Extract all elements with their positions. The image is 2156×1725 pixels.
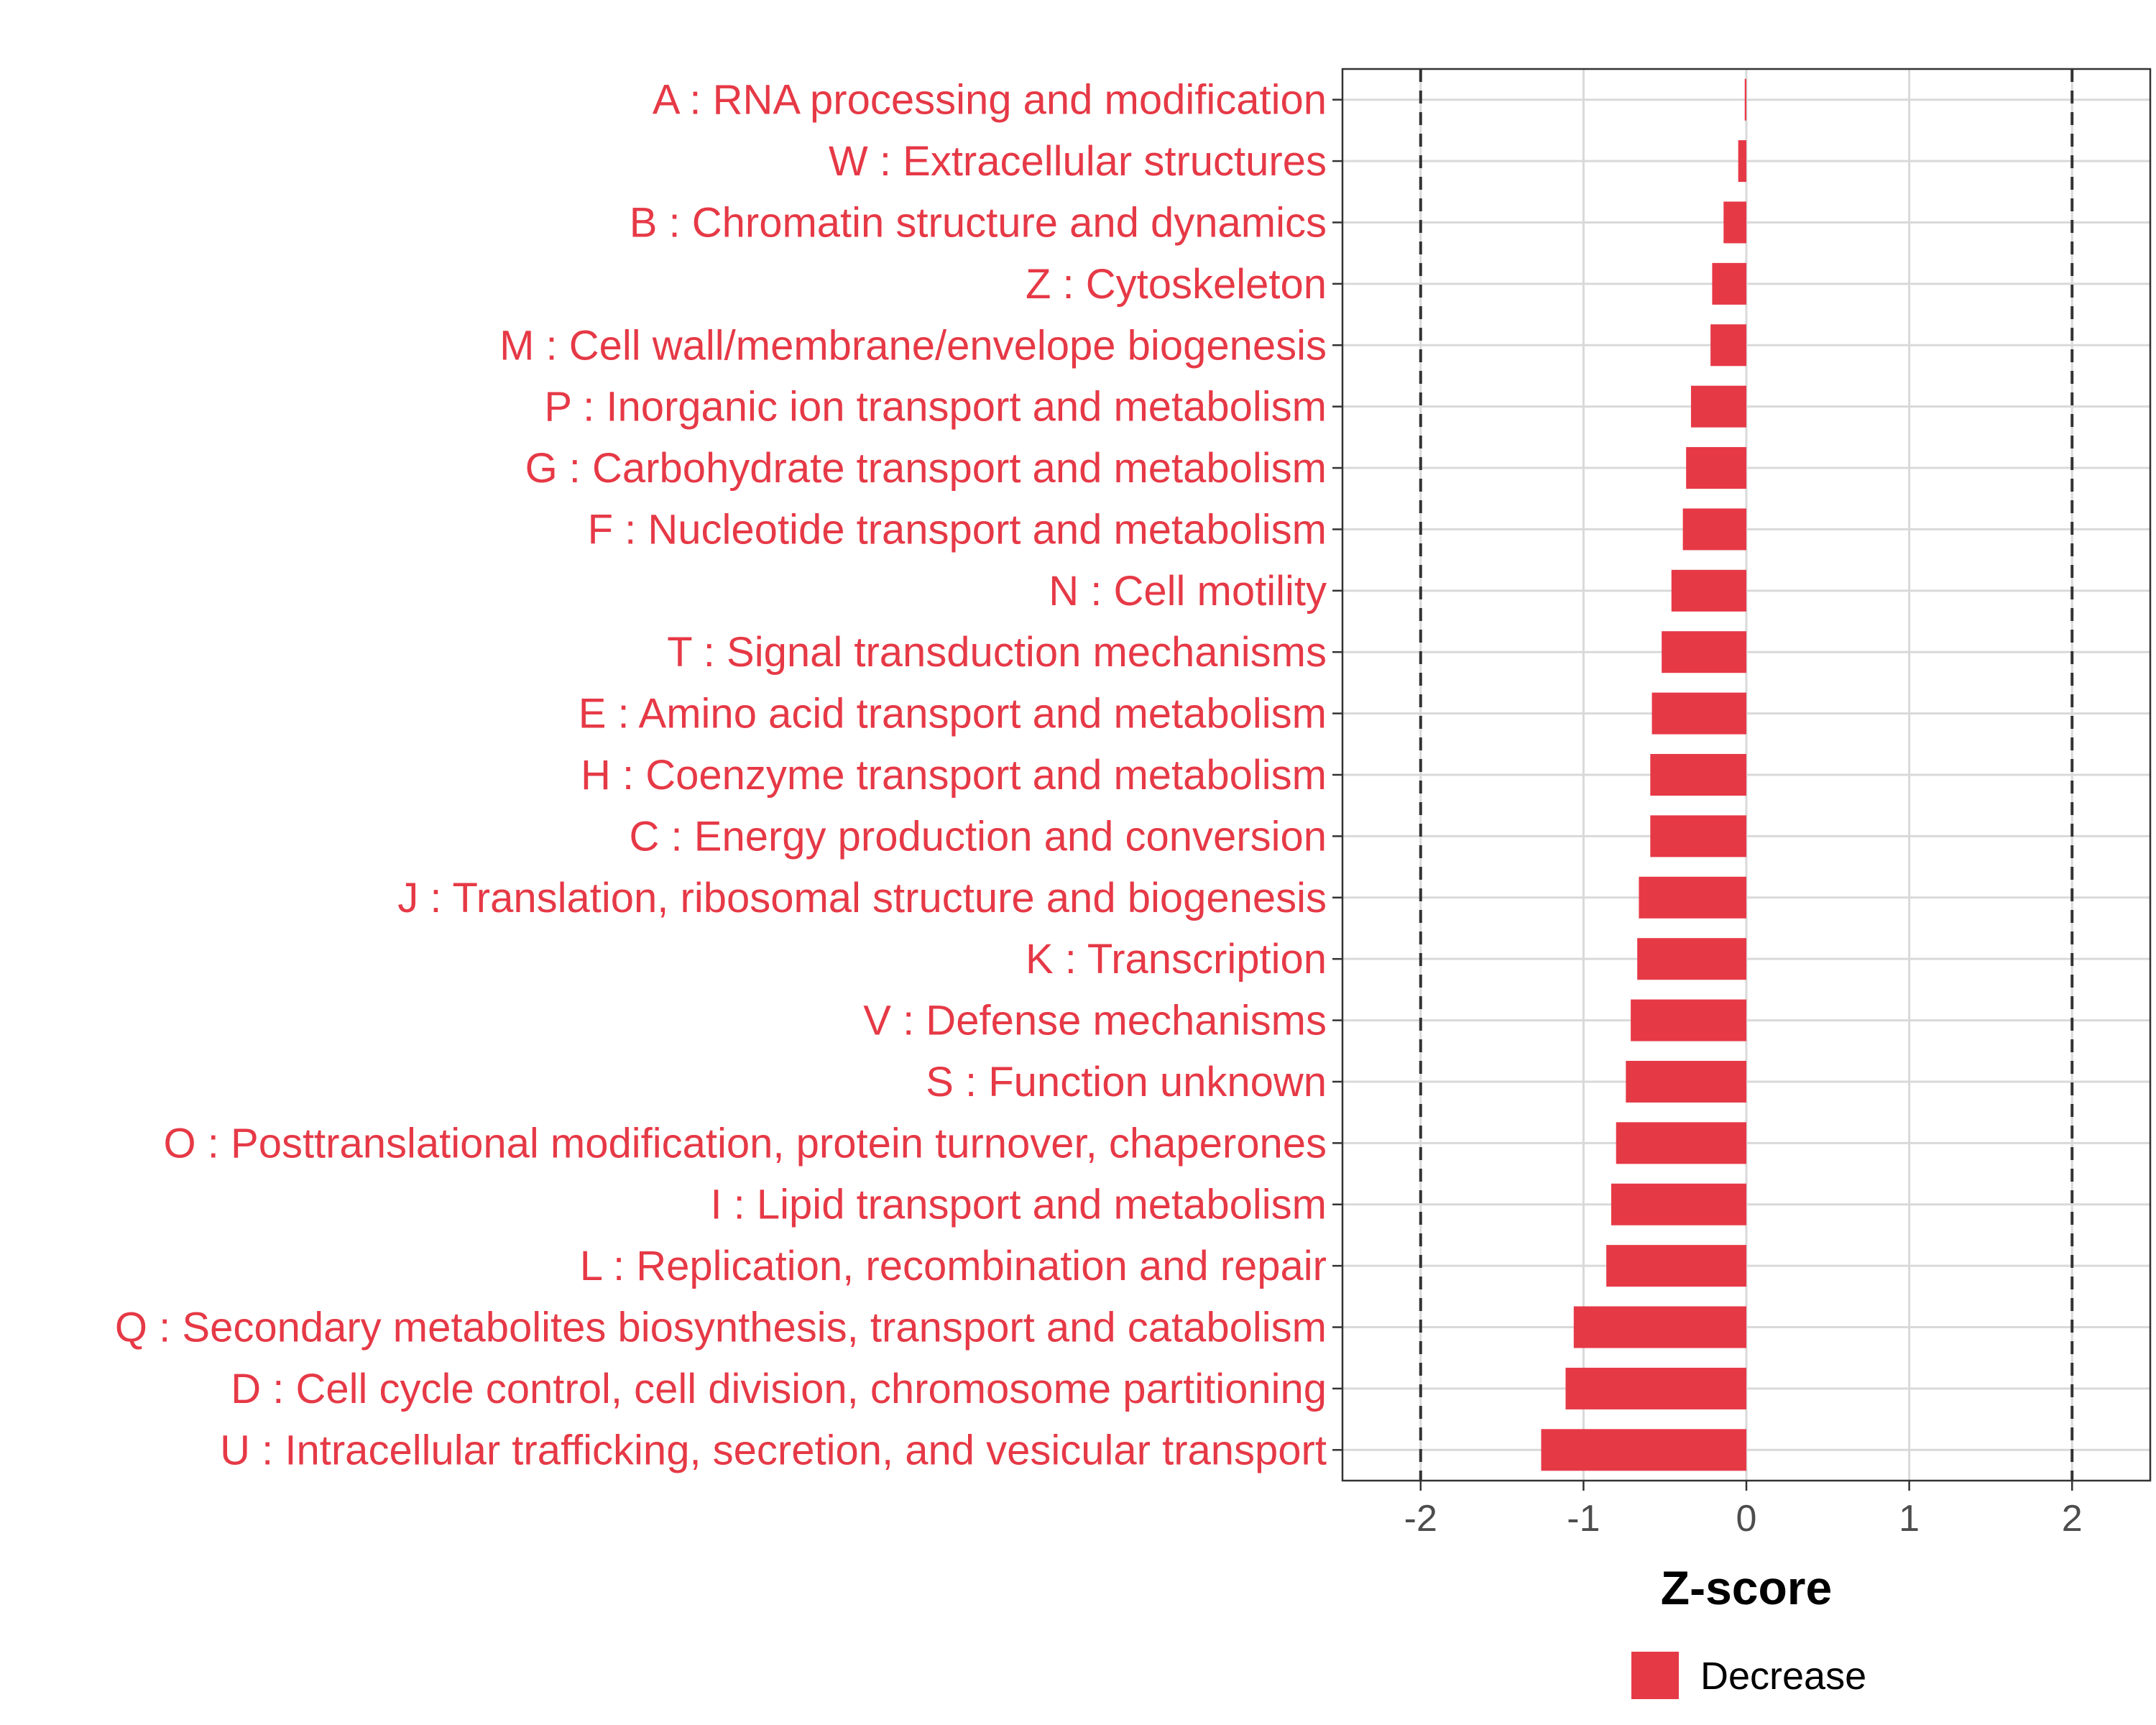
category-label: K : Transcription [1026,936,1327,983]
category-label: E : Amino acid transport and metabolism [579,691,1327,737]
y-axis: A : RNA processing and modification W : E… [115,77,1342,1473]
category-label: Q : Secondary metabolites biosynthesis, … [115,1305,1327,1351]
bar [1631,999,1746,1041]
bar [1712,262,1746,305]
x-axis: -2 -1 0 1 2 [1404,1481,2083,1540]
bar [1565,1367,1746,1409]
bar [1662,631,1746,673]
category-label: F : Nucleotide transport and metabolism [588,506,1327,553]
legend: Decrease [1631,1652,1866,1699]
category-label: C : Energy production and conversion [630,813,1327,860]
bar [1710,324,1746,367]
bar [1690,385,1746,428]
x-tick-label: -1 [1567,1498,1600,1540]
category-label: D : Cell cycle control, cell division, c… [231,1366,1327,1412]
category-label: N : Cell motility [1049,568,1327,615]
bars [1541,78,1746,1471]
category-label: P : Inorganic ion transport and metaboli… [544,384,1327,431]
category-label: T : Signal transduction mechanisms [667,629,1327,676]
x-tick-label: -2 [1404,1498,1437,1540]
legend-swatch-decrease [1631,1652,1679,1699]
bar [1686,447,1746,489]
reference-lines [1419,69,2074,1481]
category-label: M : Cell wall/membrane/envelope biogenes… [499,322,1327,369]
x-tick-label: 2 [2062,1498,2083,1540]
bar [1650,815,1746,857]
bar [1682,508,1746,551]
category-label: A : RNA processing and modification [653,77,1327,124]
x-axis-title: Z-score [1661,1561,1832,1614]
category-label: B : Chromatin structure and dynamics [630,199,1327,246]
bar [1611,1183,1746,1225]
bar [1738,140,1746,183]
bar [1639,876,1746,919]
category-label: V : Defense mechanisms [863,998,1327,1044]
bar [1616,1122,1746,1164]
bar [1723,201,1746,244]
bar [1606,1245,1746,1287]
x-tick-label: 1 [1899,1498,1920,1540]
category-label: S : Function unknown [926,1059,1327,1105]
bar [1651,692,1746,735]
bar [1744,78,1746,121]
category-label: L : Replication, recombination and repai… [580,1243,1327,1289]
category-label: I : Lipid transport and metabolism [710,1182,1327,1228]
category-label: J : Translation, ribosomal structure and… [397,875,1327,921]
category-label: U : Intracellular trafficking, secretion… [220,1427,1327,1473]
bar [1671,569,1746,612]
category-label: W : Extracellular structures [829,138,1327,185]
legend-label-decrease: Decrease [1700,1655,1866,1698]
bar [1541,1429,1746,1471]
bar [1573,1306,1746,1348]
x-tick-label: 0 [1736,1498,1757,1540]
bar [1626,1060,1746,1103]
bar [1650,754,1746,796]
category-label: Z : Cytoskeleton [1026,261,1327,308]
category-label: O : Posttranslational modification, prot… [164,1120,1327,1167]
category-label: H : Coenzyme transport and metabolism [581,752,1327,799]
category-label: G : Carbohydrate transport and metabolis… [525,445,1327,492]
bar [1637,938,1746,980]
